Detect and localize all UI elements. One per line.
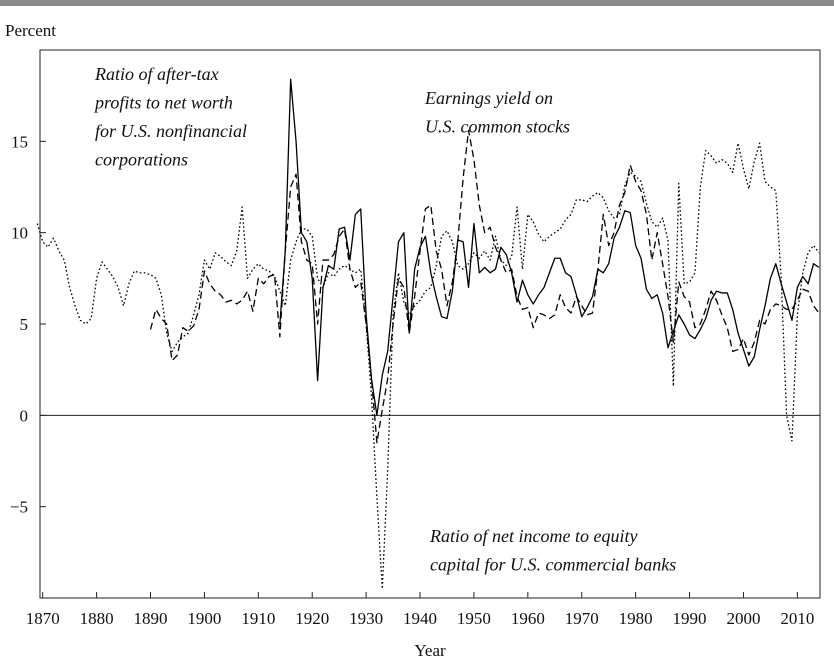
annotation: Ratio of after-tax — [94, 64, 219, 84]
x-tick-label: 1990 — [673, 609, 707, 628]
series-line — [149, 129, 820, 444]
annotation: profits to net worth — [93, 93, 233, 113]
x-tick-label: 1920 — [295, 609, 329, 628]
x-tick-label: 1900 — [187, 609, 221, 628]
annotation: Ratio of net income to equity — [429, 526, 637, 546]
x-tick-label: 1960 — [511, 609, 545, 628]
annotation: corporations — [95, 150, 188, 170]
x-tick-label: 1890 — [134, 609, 168, 628]
x-tick-label: 1870 — [26, 609, 60, 628]
annotation: capital for U.S. commercial banks — [430, 555, 676, 575]
x-tick-label: 1880 — [80, 609, 114, 628]
y-tick-label: 15 — [11, 132, 28, 151]
x-tick-label: 1910 — [241, 609, 275, 628]
y-axis-label: Percent — [5, 21, 56, 40]
y-tick-label: 5 — [20, 315, 29, 334]
annotation: for U.S. nonfinancial — [95, 121, 247, 141]
y-tick-label: 0 — [20, 406, 29, 425]
y-tick-label: −5 — [10, 498, 28, 517]
x-axis-label: Year — [414, 641, 446, 660]
series-line — [279, 78, 820, 416]
x-tick-label: 1980 — [619, 609, 653, 628]
series-line — [36, 142, 820, 590]
x-tick-label: 2010 — [780, 609, 814, 628]
annotation: Earnings yield on — [424, 88, 553, 108]
x-tick-label: 1930 — [349, 609, 383, 628]
x-tick-label: 1940 — [403, 609, 437, 628]
x-tick-label: 1950 — [457, 609, 491, 628]
y-tick-label: 10 — [11, 224, 28, 243]
top-bar — [0, 0, 834, 6]
x-tick-label: 1970 — [565, 609, 599, 628]
x-tick-label: 2000 — [726, 609, 760, 628]
annotation: U.S. common stocks — [425, 117, 570, 137]
